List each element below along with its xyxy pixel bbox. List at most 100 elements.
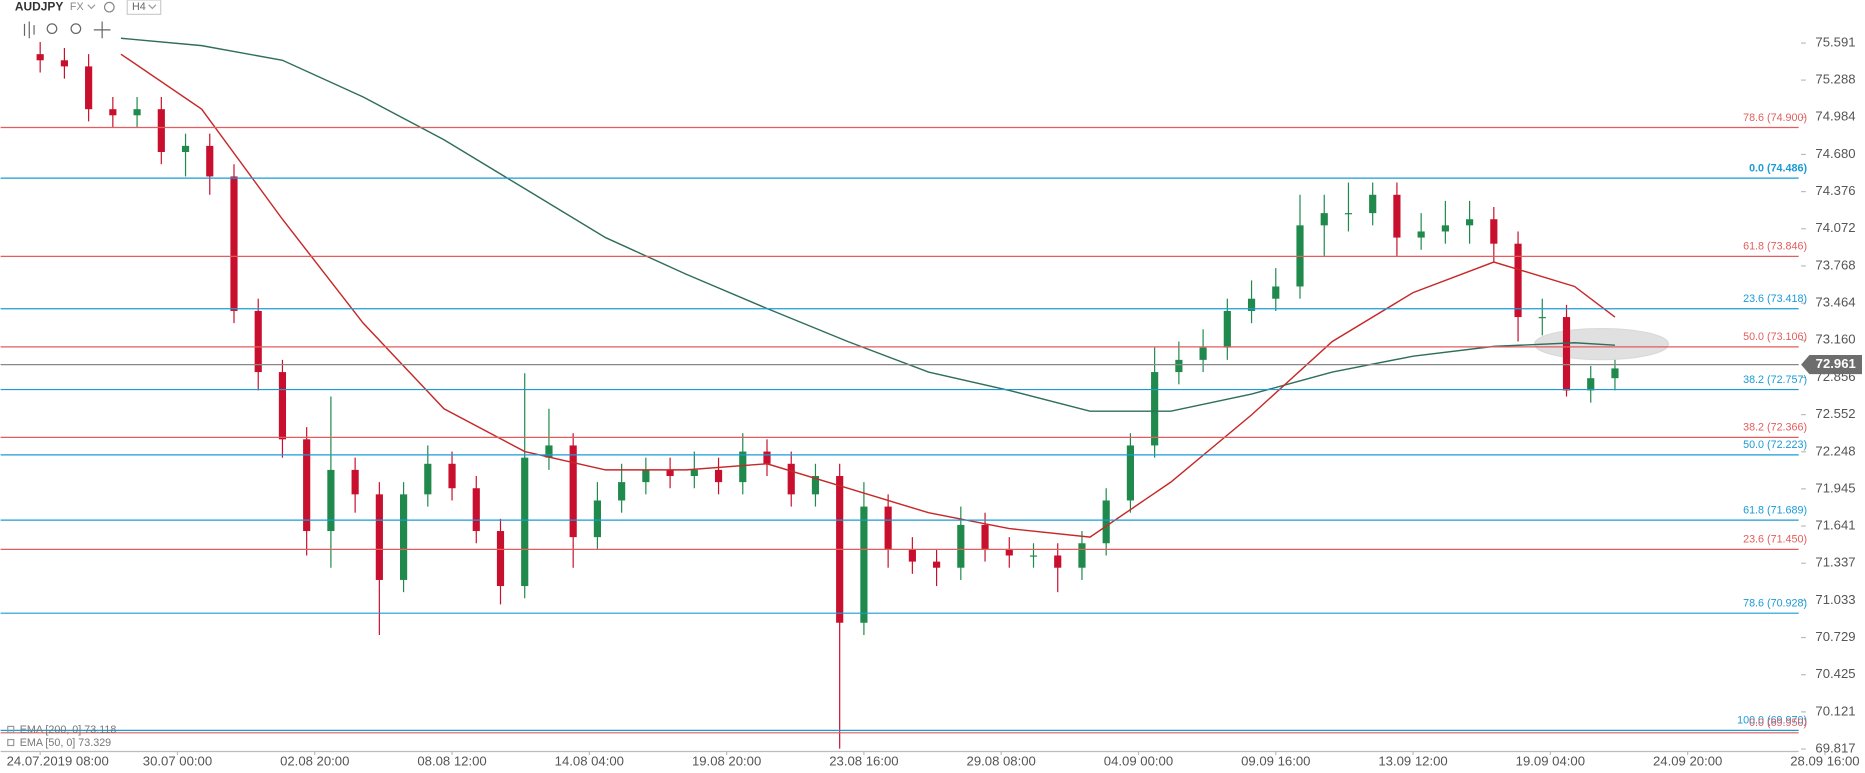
legend-swatch xyxy=(7,725,15,733)
candle-body xyxy=(1320,213,1328,226)
candle-body xyxy=(981,524,989,550)
x-tick-label: 02.08 20:00 xyxy=(280,754,349,769)
candle-body xyxy=(36,54,44,61)
y-tick-label: 71.033 xyxy=(1815,592,1855,607)
candle-body xyxy=(642,469,650,483)
candle-body xyxy=(181,145,190,152)
fib-label: 61.8 (71.689) xyxy=(1743,504,1807,516)
zoom-out[interactable] xyxy=(46,23,58,35)
candle-body xyxy=(1369,194,1377,214)
candle-body xyxy=(448,463,456,489)
candles-tool[interactable] xyxy=(23,21,35,39)
candle-body xyxy=(545,445,553,458)
legend-entry: EMA [200, 0] 73.118 xyxy=(20,724,117,736)
ema-line xyxy=(120,53,1616,538)
x-tick-label: 14.08 04:00 xyxy=(555,754,624,769)
candle-body xyxy=(811,476,820,495)
x-tick-label: 09.09 16:00 xyxy=(1241,754,1310,769)
candle-body xyxy=(1490,219,1498,244)
candle-body xyxy=(787,463,795,495)
plot-area xyxy=(36,37,1619,749)
fib-label: 50.0 (72.223) xyxy=(1743,439,1807,451)
candle-body xyxy=(400,494,408,580)
candle-body xyxy=(1199,347,1207,360)
candle-body xyxy=(908,549,916,562)
candle-body xyxy=(327,469,335,532)
candle-body xyxy=(1223,310,1231,348)
candle-body xyxy=(472,488,480,532)
y-tick-label: 74.376 xyxy=(1815,183,1855,198)
candle-body xyxy=(593,500,601,538)
candle-body xyxy=(1005,549,1013,556)
pan-tool[interactable] xyxy=(93,21,111,39)
y-tick-label: 71.945 xyxy=(1815,480,1855,495)
x-tick-label: 29.08 08:00 xyxy=(967,754,1036,769)
fib-label: 100.0 (69.970) xyxy=(1737,715,1807,727)
candle-body xyxy=(1417,231,1425,238)
fib-label: 23.6 (73.418) xyxy=(1743,293,1807,305)
candle-body xyxy=(1441,225,1449,232)
header: AUDJPY FX H4 xyxy=(15,0,162,39)
x-tick-label: 24.07.2019 08:00 xyxy=(7,754,109,769)
x-tick-label: 04.09 00:00 xyxy=(1104,754,1173,769)
candle-body xyxy=(1393,194,1401,238)
y-tick-label: 71.641 xyxy=(1815,517,1855,532)
y-tick-label: 70.425 xyxy=(1815,666,1855,681)
dropdown-icon[interactable] xyxy=(87,4,96,10)
candle-body xyxy=(424,463,432,495)
x-tick-label: 24.09 20:00 xyxy=(1653,754,1722,769)
candle-body xyxy=(1175,359,1183,373)
candle-body xyxy=(763,451,771,464)
fib-label: 0.0 (69.950) xyxy=(1749,717,1807,729)
candle-body xyxy=(618,482,626,501)
zoom-in[interactable] xyxy=(70,23,82,35)
candle-body xyxy=(278,372,287,440)
candle-body xyxy=(1102,500,1110,544)
y-tick-label: 73.160 xyxy=(1815,332,1855,347)
candle-body xyxy=(351,469,359,495)
candle-body xyxy=(1078,543,1086,568)
candle-body xyxy=(1587,378,1595,391)
interval-box[interactable] xyxy=(126,0,162,15)
y-tick-label: 73.464 xyxy=(1815,295,1855,310)
candle-body xyxy=(521,457,529,587)
candle-body xyxy=(1562,317,1571,391)
candle-body xyxy=(884,506,892,550)
dropdown-icon[interactable] xyxy=(148,4,157,10)
x-tick-label: 28.09 16:00 xyxy=(1790,754,1859,769)
candle-body xyxy=(375,494,383,580)
candle-body xyxy=(666,469,674,477)
info-icon[interactable] xyxy=(103,1,115,13)
candle-body xyxy=(109,109,117,116)
interval[interactable]: H4 xyxy=(132,1,146,13)
market[interactable]: FX xyxy=(70,1,84,13)
ema-line xyxy=(120,37,1616,412)
fib-label: 38.2 (72.757) xyxy=(1743,374,1807,386)
fib-label: 38.2 (72.366) xyxy=(1743,422,1807,434)
candle-body xyxy=(569,445,577,538)
candle-body xyxy=(60,60,68,67)
x-tick-label: 13.09 12:00 xyxy=(1378,754,1447,769)
candle-body xyxy=(860,506,868,623)
candle-body xyxy=(1247,298,1256,311)
x-tick-label: 08.08 12:00 xyxy=(417,754,486,769)
toolbar xyxy=(23,21,111,39)
candle-body xyxy=(1538,317,1546,319)
x-tick-label: 30.07 00:00 xyxy=(143,754,212,769)
candle-body xyxy=(1344,213,1353,215)
y-tick-label: 72.248 xyxy=(1815,443,1855,458)
y-tick-label: 73.768 xyxy=(1815,257,1855,272)
candle-body xyxy=(1151,372,1159,446)
x-tick-label: 19.09 04:00 xyxy=(1516,754,1585,769)
y-tick-label: 72.552 xyxy=(1815,406,1855,421)
candle-body xyxy=(206,145,214,177)
candle-body xyxy=(303,439,311,532)
candle-body xyxy=(957,524,965,568)
fib-label: 50.0 (73.106) xyxy=(1743,331,1807,343)
symbol[interactable]: AUDJPY xyxy=(15,0,63,13)
candle-body xyxy=(133,109,141,116)
candle-body xyxy=(690,469,698,477)
